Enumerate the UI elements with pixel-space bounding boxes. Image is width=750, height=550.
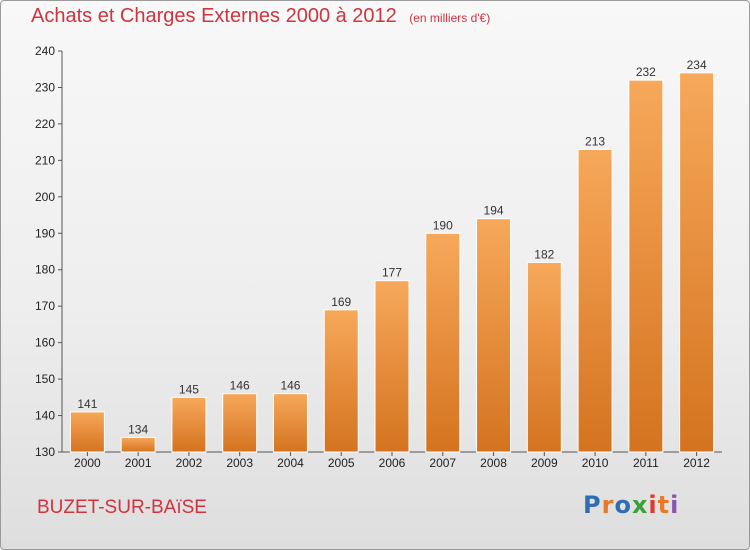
- y-tick-label: 210: [35, 153, 55, 167]
- x-tick-label: 2010: [582, 456, 609, 470]
- bar-value-label: 234: [687, 58, 707, 72]
- y-tick-label: 150: [35, 372, 55, 386]
- x-tick-label: 2001: [125, 456, 152, 470]
- y-tick-label: 230: [35, 80, 55, 94]
- bar-value-label: 194: [484, 204, 504, 218]
- chart-title-unit: (en milliers d'€): [409, 11, 491, 25]
- proxiti-logo: Proxiti: [583, 491, 679, 519]
- bar: [323, 309, 359, 453]
- y-tick-label: 130: [35, 445, 55, 459]
- bar: [577, 148, 613, 453]
- bar: [171, 396, 207, 453]
- bar-value-label: 213: [585, 134, 605, 148]
- x-tick-label: 2009: [531, 456, 558, 470]
- logo-letter: i: [648, 491, 658, 519]
- bar-value-label: 232: [636, 65, 656, 79]
- bar-value-label: 177: [382, 266, 402, 280]
- x-tick-label: 2005: [328, 456, 355, 470]
- bar: [69, 411, 105, 453]
- x-tick-label: 2011: [633, 456, 659, 470]
- chart-title-main: Achats et Charges Externes 2000 à 2012: [31, 5, 397, 27]
- bar: [526, 261, 562, 453]
- bar-value-label: 134: [128, 422, 148, 436]
- bar: [272, 393, 308, 453]
- y-tick-label: 160: [35, 336, 55, 350]
- logo-letter: x: [631, 491, 649, 519]
- x-tick-label: 2000: [74, 456, 101, 470]
- y-tick-label: 180: [35, 263, 55, 277]
- bar: [679, 72, 715, 453]
- bar: [374, 280, 410, 453]
- bar: [628, 79, 664, 453]
- x-tick-label: 2003: [226, 456, 253, 470]
- y-tick-label: 170: [35, 299, 55, 313]
- x-tick-label: 2006: [379, 456, 406, 470]
- bar: [120, 436, 156, 453]
- bar-value-label: 141: [77, 397, 97, 411]
- y-tick-label: 140: [35, 409, 55, 423]
- logo-letter: i: [670, 491, 680, 519]
- bar: [476, 218, 512, 453]
- y-tick-label: 220: [35, 117, 55, 131]
- bar-value-label: 190: [433, 218, 453, 232]
- x-tick-label: 2012: [683, 456, 710, 470]
- logo-letter: P: [583, 491, 602, 519]
- x-tick-label: 2007: [429, 456, 456, 470]
- y-tick-label: 200: [35, 190, 55, 204]
- bar: [222, 393, 258, 453]
- chart-title: Achats et Charges Externes 2000 à 2012 (…: [31, 5, 490, 28]
- bar-value-label: 145: [179, 382, 199, 396]
- y-tick-label: 240: [35, 44, 55, 58]
- logo-letter: o: [614, 491, 632, 519]
- bar-value-label: 182: [534, 247, 554, 261]
- x-tick-label: 2002: [176, 456, 203, 470]
- x-tick-label: 2004: [277, 456, 304, 470]
- y-tick-label: 190: [35, 226, 55, 240]
- logo-letter: t: [657, 491, 671, 519]
- location-name: BUZET-SUR-BAïSE: [37, 497, 207, 518]
- bar-value-label: 169: [331, 295, 351, 309]
- logo-letter: r: [601, 491, 615, 519]
- bar-value-label: 146: [230, 379, 250, 393]
- x-tick-label: 2008: [480, 456, 507, 470]
- bar-value-label: 146: [280, 379, 300, 393]
- bar: [425, 232, 461, 453]
